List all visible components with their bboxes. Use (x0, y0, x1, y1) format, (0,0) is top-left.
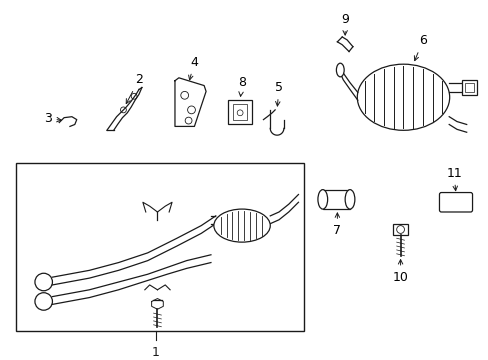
Text: 7: 7 (333, 213, 341, 237)
Text: 4: 4 (188, 56, 198, 80)
Text: 11: 11 (445, 167, 461, 191)
Circle shape (35, 293, 52, 310)
Text: 6: 6 (413, 34, 426, 60)
Ellipse shape (317, 190, 327, 209)
Text: 8: 8 (238, 76, 245, 96)
Circle shape (35, 273, 52, 291)
Ellipse shape (213, 209, 270, 242)
Text: 2: 2 (126, 73, 142, 104)
Bar (392, 224, 407, 235)
Circle shape (120, 107, 126, 113)
Circle shape (237, 110, 243, 116)
Ellipse shape (345, 190, 354, 209)
Ellipse shape (336, 63, 344, 77)
Ellipse shape (357, 64, 449, 130)
FancyBboxPatch shape (439, 193, 471, 212)
Text: 1: 1 (151, 346, 159, 359)
Text: 9: 9 (341, 13, 348, 35)
Bar (322, 190, 349, 209)
Bar (461, 80, 476, 95)
Text: 10: 10 (392, 260, 407, 284)
Bar (464, 83, 473, 93)
Text: 5: 5 (274, 81, 283, 106)
Bar (228, 100, 251, 123)
Bar (17, 163, 304, 330)
Bar (233, 104, 246, 120)
Circle shape (181, 91, 188, 99)
Circle shape (396, 226, 404, 233)
Text: 3: 3 (43, 112, 61, 125)
Circle shape (185, 117, 192, 124)
Circle shape (131, 93, 137, 99)
Circle shape (187, 106, 195, 114)
